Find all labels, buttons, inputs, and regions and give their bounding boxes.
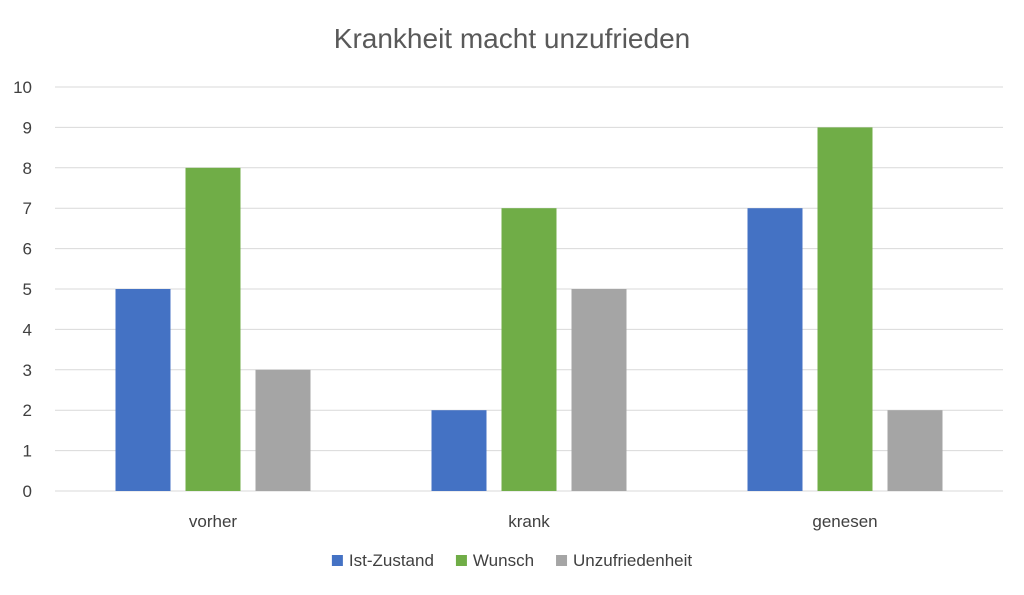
legend: Ist-Zustand Wunsch Unzufriedenheit (331, 551, 692, 570)
bar-wunsch-vorher (185, 167, 241, 492)
bar-ist-zustand-genesen (747, 208, 803, 491)
legend-label: Unzufriedenheit (573, 551, 692, 570)
bar-wunsch-genesen (817, 127, 873, 492)
y-axis-ticks: 0 1 2 3 4 5 6 7 8 9 10 (13, 78, 32, 501)
y-tick-label: 5 (23, 280, 32, 299)
bar-unzufriedenheit-vorher (255, 369, 311, 491)
x-category-label: vorher (189, 512, 238, 531)
legend-swatch (331, 555, 343, 566)
legend-label: Wunsch (473, 551, 534, 570)
legend-label: Ist-Zustand (349, 551, 434, 570)
legend-swatch (556, 555, 568, 566)
legend-item: Ist-Zustand (331, 551, 434, 570)
y-tick-label: 4 (23, 320, 32, 339)
y-tick-label: 1 (23, 442, 32, 461)
bar-unzufriedenheit-krank (571, 289, 627, 491)
x-category-label: genesen (812, 512, 877, 531)
bar-unzufriedenheit-genesen (887, 410, 943, 491)
x-axis-categories: vorher krank genesen (189, 512, 878, 531)
legend-swatch (455, 555, 467, 566)
y-tick-label: 7 (23, 199, 32, 218)
bar-ist-zustand-vorher (115, 289, 171, 491)
y-tick-label: 8 (23, 159, 32, 178)
y-tick-label: 10 (13, 78, 32, 97)
legend-item: Unzufriedenheit (556, 551, 692, 570)
x-category-label: krank (508, 512, 550, 531)
y-tick-label: 2 (23, 401, 32, 420)
y-tick-label: 9 (23, 118, 32, 137)
bar-wunsch-krank (501, 208, 557, 491)
bars (115, 127, 943, 492)
legend-item: Wunsch (455, 551, 534, 570)
y-tick-label: 6 (23, 240, 32, 259)
bar-ist-zustand-krank (431, 410, 487, 491)
y-tick-label: 0 (23, 482, 32, 501)
y-tick-label: 3 (23, 361, 32, 380)
chart-title: Krankheit macht unzufrieden (334, 23, 690, 54)
